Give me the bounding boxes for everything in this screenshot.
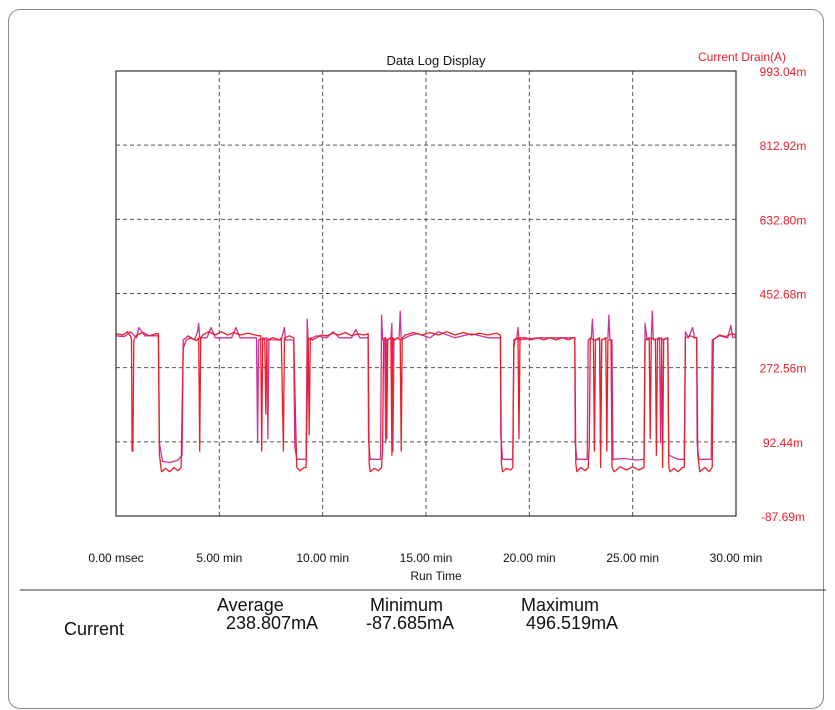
x-tick-label: 25.00 min (606, 551, 659, 565)
x-tick-label: 20.00 min (503, 551, 556, 565)
y-tick-label: -87.69m (761, 510, 805, 524)
y-tick-label: 632.80m (760, 213, 807, 227)
x-axis-label: Run Time (410, 569, 462, 583)
chart-title: Data Log Display (387, 53, 486, 68)
y-tick-label: 993.04m (760, 65, 807, 79)
x-tick-label: 30.00 min (710, 551, 763, 565)
plot-area-border (115, 70, 737, 517)
panel-frame (8, 9, 824, 709)
x-tick-label: 0.00 msec (88, 551, 143, 565)
series-line-1 (115, 331, 737, 473)
y-tick-label: 92.44m (763, 436, 803, 450)
x-tick-label: 5.00 min (196, 551, 242, 565)
series-layer (115, 310, 737, 473)
y-tick-label: 452.68m (760, 288, 807, 302)
y-tick-label: 812.92m (760, 139, 807, 153)
y-axis-label: Current Drain(A) (698, 50, 786, 64)
y-tick-label: 272.56m (760, 362, 807, 376)
stat-header-maximum: Maximum (521, 595, 600, 615)
stat-header-average: Average (217, 595, 284, 615)
stat-value-minimum: -87.685mA (366, 613, 455, 633)
series-line-2 (115, 310, 737, 464)
stat-header-minimum: Minimum (370, 595, 444, 615)
tick-labels: 0.00 msec 5.00 min 10.00 min 15.00 min 20.00… (88, 65, 806, 565)
stat-value-average: 238.807mA (226, 613, 319, 633)
grid-layer (116, 71, 736, 516)
stat-value-maximum: 496.519mA (526, 613, 619, 633)
x-tick-label: 15.00 min (400, 551, 453, 565)
stat-row-label: Current (64, 619, 125, 639)
x-tick-label: 10.00 min (296, 551, 349, 565)
